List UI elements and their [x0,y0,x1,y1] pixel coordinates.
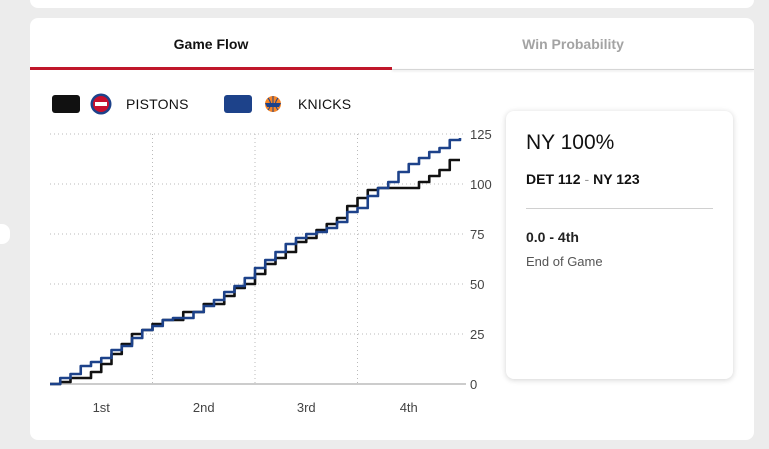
score-dash: - [584,171,590,187]
chart-tabs: Game Flow Win Probability [30,18,754,70]
home-score: NY 123 [593,171,640,187]
knicks-color-swatch [224,95,252,113]
game-clock: 0.0 - 4th [526,229,579,245]
y-tick-label: 125 [470,127,492,142]
game-flow-chart: 0 25 50 75 100 125 1st 2nd 3rd 4th [50,127,492,415]
x-tick-label: 1st [93,400,111,415]
legend-item-knicks: KNICKS [224,94,351,114]
tab-divider [392,69,754,70]
game-status-panel: NY 100% DET 112- NY 123 0.0 - 4th End of … [506,111,733,379]
chart-ticks: 0 25 50 75 100 125 1st 2nd 3rd 4th [93,127,492,415]
x-tick-label: 2nd [193,400,215,415]
x-tick-label: 3rd [297,400,316,415]
game-status-text: End of Game [526,254,603,269]
chart-grid [50,133,466,385]
chart-lines [50,138,462,386]
x-tick-label: 4th [400,400,418,415]
side-panel-edge [0,224,10,244]
y-tick-label: 75 [470,227,484,242]
y-tick-label: 100 [470,177,492,192]
y-tick-label: 50 [470,277,484,292]
y-tick-label: 0 [470,377,477,392]
away-score: DET 112 [526,171,581,187]
y-tick-label: 25 [470,327,484,342]
pistons-logo-icon [90,93,112,115]
previous-card [30,0,754,8]
tab-game-flow[interactable]: Game Flow [173,36,249,52]
pistons-color-swatch [52,95,80,113]
tab-win-probability[interactable]: Win Probability [522,36,624,52]
legend-label-knicks: KNICKS [298,96,352,112]
active-tab-indicator [30,67,392,70]
win-probability-value: NY 100% [526,131,615,154]
legend-item-pistons: PISTONS [52,93,189,115]
knicks-logo-icon [262,93,284,115]
game-flow-card: Game Flow Win Probability PISTONS [30,18,754,440]
final-score: DET 112- NY 123 [526,171,640,187]
panel-divider [526,208,713,209]
legend-label-pistons: PISTONS [126,96,189,112]
series-line-knicks [50,138,462,386]
